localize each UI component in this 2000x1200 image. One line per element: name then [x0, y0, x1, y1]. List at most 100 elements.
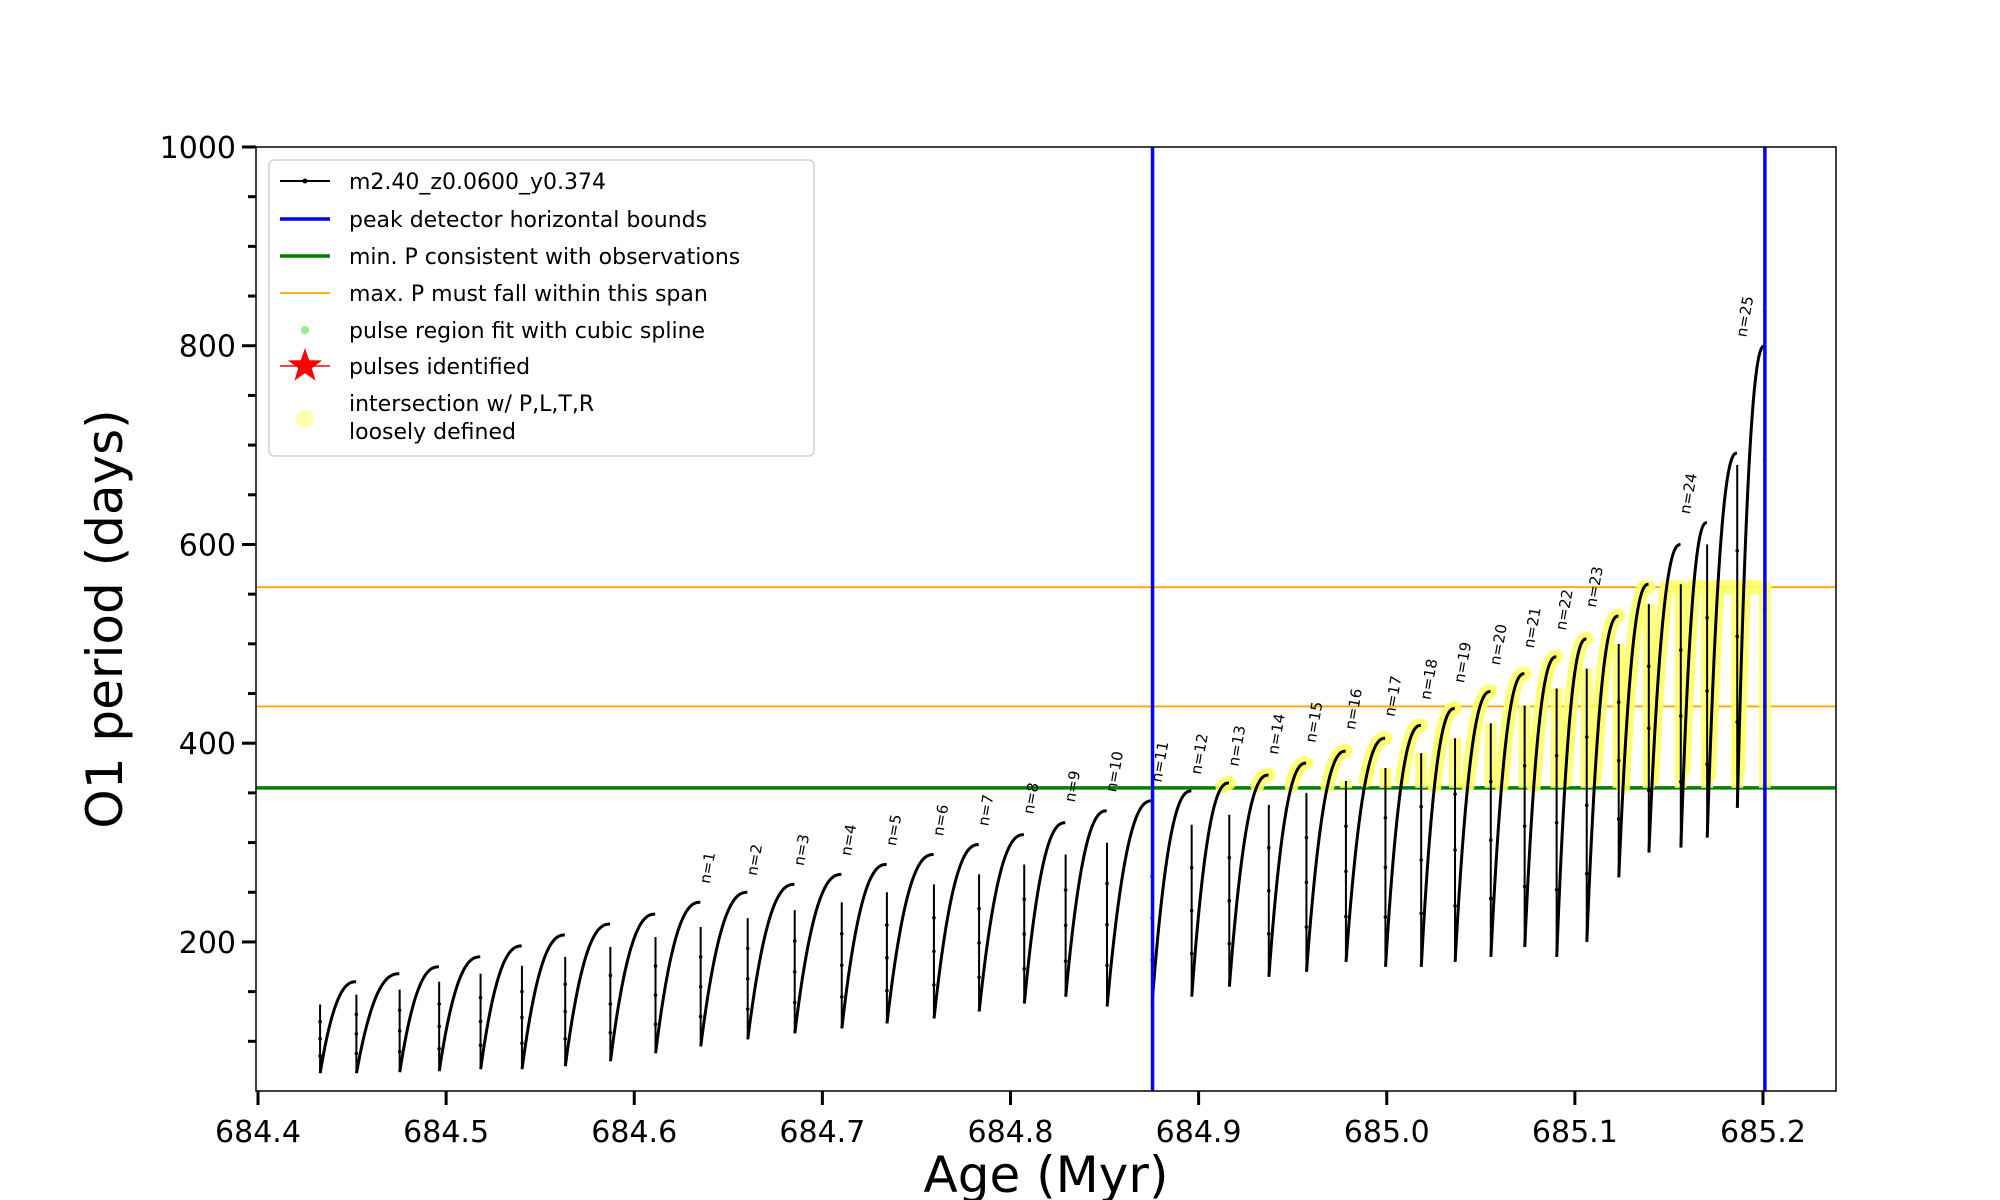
- x-tick-label: 685.1: [1532, 1115, 1618, 1150]
- spike-marker: [1678, 648, 1683, 652]
- spike-marker: [839, 931, 844, 936]
- period-cycle-curve: [608, 912, 656, 1062]
- spike-marker: [839, 963, 844, 968]
- period-cycle-curve: [479, 944, 522, 1070]
- period-cycle-curve: [1150, 789, 1192, 1002]
- y-tick-label: 600: [179, 528, 236, 563]
- spike-marker: [1105, 922, 1109, 927]
- spike-marker: [932, 916, 936, 920]
- period-cycle-curve: [840, 862, 887, 1029]
- spike-marker: [1647, 726, 1651, 731]
- spike-marker: [354, 1032, 359, 1036]
- period-cycle-curve: [885, 853, 934, 1024]
- legend-swatch-series-marker: [302, 178, 308, 184]
- legend-label-series: m2.40_z0.0600_y0.374: [349, 170, 606, 195]
- period-cycle-curve: [1227, 773, 1269, 987]
- period-cycle-curve: [437, 955, 481, 1072]
- legend-frame: [268, 159, 815, 457]
- spike-marker: [1189, 908, 1194, 913]
- y-tick-label: 1000: [160, 131, 236, 166]
- x-tick-label: 684.6: [591, 1115, 677, 1150]
- period-cycle-curve: [1617, 582, 1649, 878]
- spike-marker: [478, 995, 483, 1000]
- spike-marker: [1227, 898, 1232, 903]
- legend-label-intersection-line2: loosely defined: [349, 420, 516, 445]
- spike-marker: [397, 1008, 402, 1013]
- period-cycle-curve: [1419, 706, 1455, 967]
- spike-marker: [1383, 815, 1388, 820]
- spike-marker: [1022, 897, 1027, 902]
- x-tick-label: 684.5: [403, 1115, 489, 1150]
- spike-marker: [1419, 911, 1423, 916]
- spike-marker: [608, 1030, 613, 1035]
- spike-marker: [437, 1002, 441, 1006]
- period-cycle-curve: [318, 980, 357, 1074]
- spike-marker: [1735, 720, 1740, 724]
- spike-marker: [354, 1051, 359, 1056]
- spike-marker: [1063, 959, 1068, 963]
- spike-marker: [1616, 817, 1621, 821]
- spike-marker: [1616, 758, 1621, 763]
- spike-marker: [520, 1041, 524, 1046]
- period-cycle-curve: [1489, 672, 1525, 957]
- spike-marker: [318, 1037, 322, 1041]
- period-cycle-curve: [793, 872, 842, 1034]
- pulse-number-label: n=8: [1019, 781, 1042, 815]
- pulse-number-label: n=6: [929, 803, 952, 837]
- y-tick-label: 200: [179, 926, 236, 961]
- spike-marker: [653, 993, 658, 997]
- x-tick-label: 685.2: [1720, 1115, 1806, 1150]
- spike-marker: [1584, 803, 1589, 808]
- spike-marker: [1383, 865, 1388, 870]
- spike-marker: [1304, 925, 1309, 929]
- spike-marker: [1678, 714, 1683, 718]
- period-cycle-curve: [1305, 749, 1346, 972]
- legend: m2.40_z0.0600_y0.374 peak detector horiz…: [268, 159, 815, 457]
- period-cycle-curve: [1523, 655, 1557, 947]
- spike-marker: [478, 1019, 483, 1024]
- spike-marker: [792, 969, 797, 974]
- spike-marker: [745, 1007, 750, 1011]
- x-tick-label: 684.7: [779, 1115, 865, 1150]
- spike-marker: [1522, 824, 1527, 828]
- period-cycle-curve: [746, 882, 795, 1040]
- period-cycle-curve: [1585, 614, 1619, 943]
- spike-marker: [698, 1014, 703, 1019]
- pulse-number-label: n=3: [790, 833, 813, 867]
- spike-marker: [397, 1049, 402, 1054]
- spike-marker: [1304, 880, 1309, 885]
- spike-marker: [1419, 804, 1423, 809]
- spike-marker: [608, 1002, 613, 1006]
- spike-marker: [1344, 914, 1348, 919]
- period-cycle-curve: [654, 900, 701, 1054]
- x-tick-label: 684.4: [215, 1115, 301, 1150]
- spike-marker: [1383, 915, 1388, 919]
- period-cycle-curve: [1384, 723, 1421, 967]
- plot-frame: [255, 146, 1837, 1092]
- spike-marker: [318, 1054, 322, 1058]
- vertical-bounds: [1150, 147, 1767, 1091]
- legend-swatch-intersection: [296, 410, 314, 428]
- period-cycle-curve: [1267, 761, 1307, 977]
- period-cycle-curve: [1453, 690, 1491, 962]
- spike-marker: [839, 995, 844, 999]
- period-cycle-curve: [1555, 637, 1587, 957]
- spike-marker: [745, 946, 750, 951]
- spike-marker: [1266, 931, 1271, 936]
- period-cycle-curve: [1105, 799, 1152, 1007]
- spike-marker: [1647, 788, 1651, 793]
- spike-marker: [478, 1043, 483, 1048]
- period-cycle-curve: [1190, 781, 1230, 997]
- period-cycle-curve: [1064, 809, 1107, 997]
- spike-marker: [1227, 855, 1232, 860]
- spike-marker: [1678, 779, 1683, 784]
- spike-marker: [977, 941, 981, 945]
- spike-marker: [792, 1000, 797, 1005]
- spike-marker: [1522, 884, 1527, 889]
- spike-marker: [1488, 838, 1493, 842]
- spike-marker: [1266, 845, 1271, 850]
- spike-marker: [397, 1029, 402, 1033]
- spike-marker: [437, 1046, 441, 1051]
- spike-marker: [1063, 923, 1068, 928]
- spike-marker: [1705, 762, 1709, 767]
